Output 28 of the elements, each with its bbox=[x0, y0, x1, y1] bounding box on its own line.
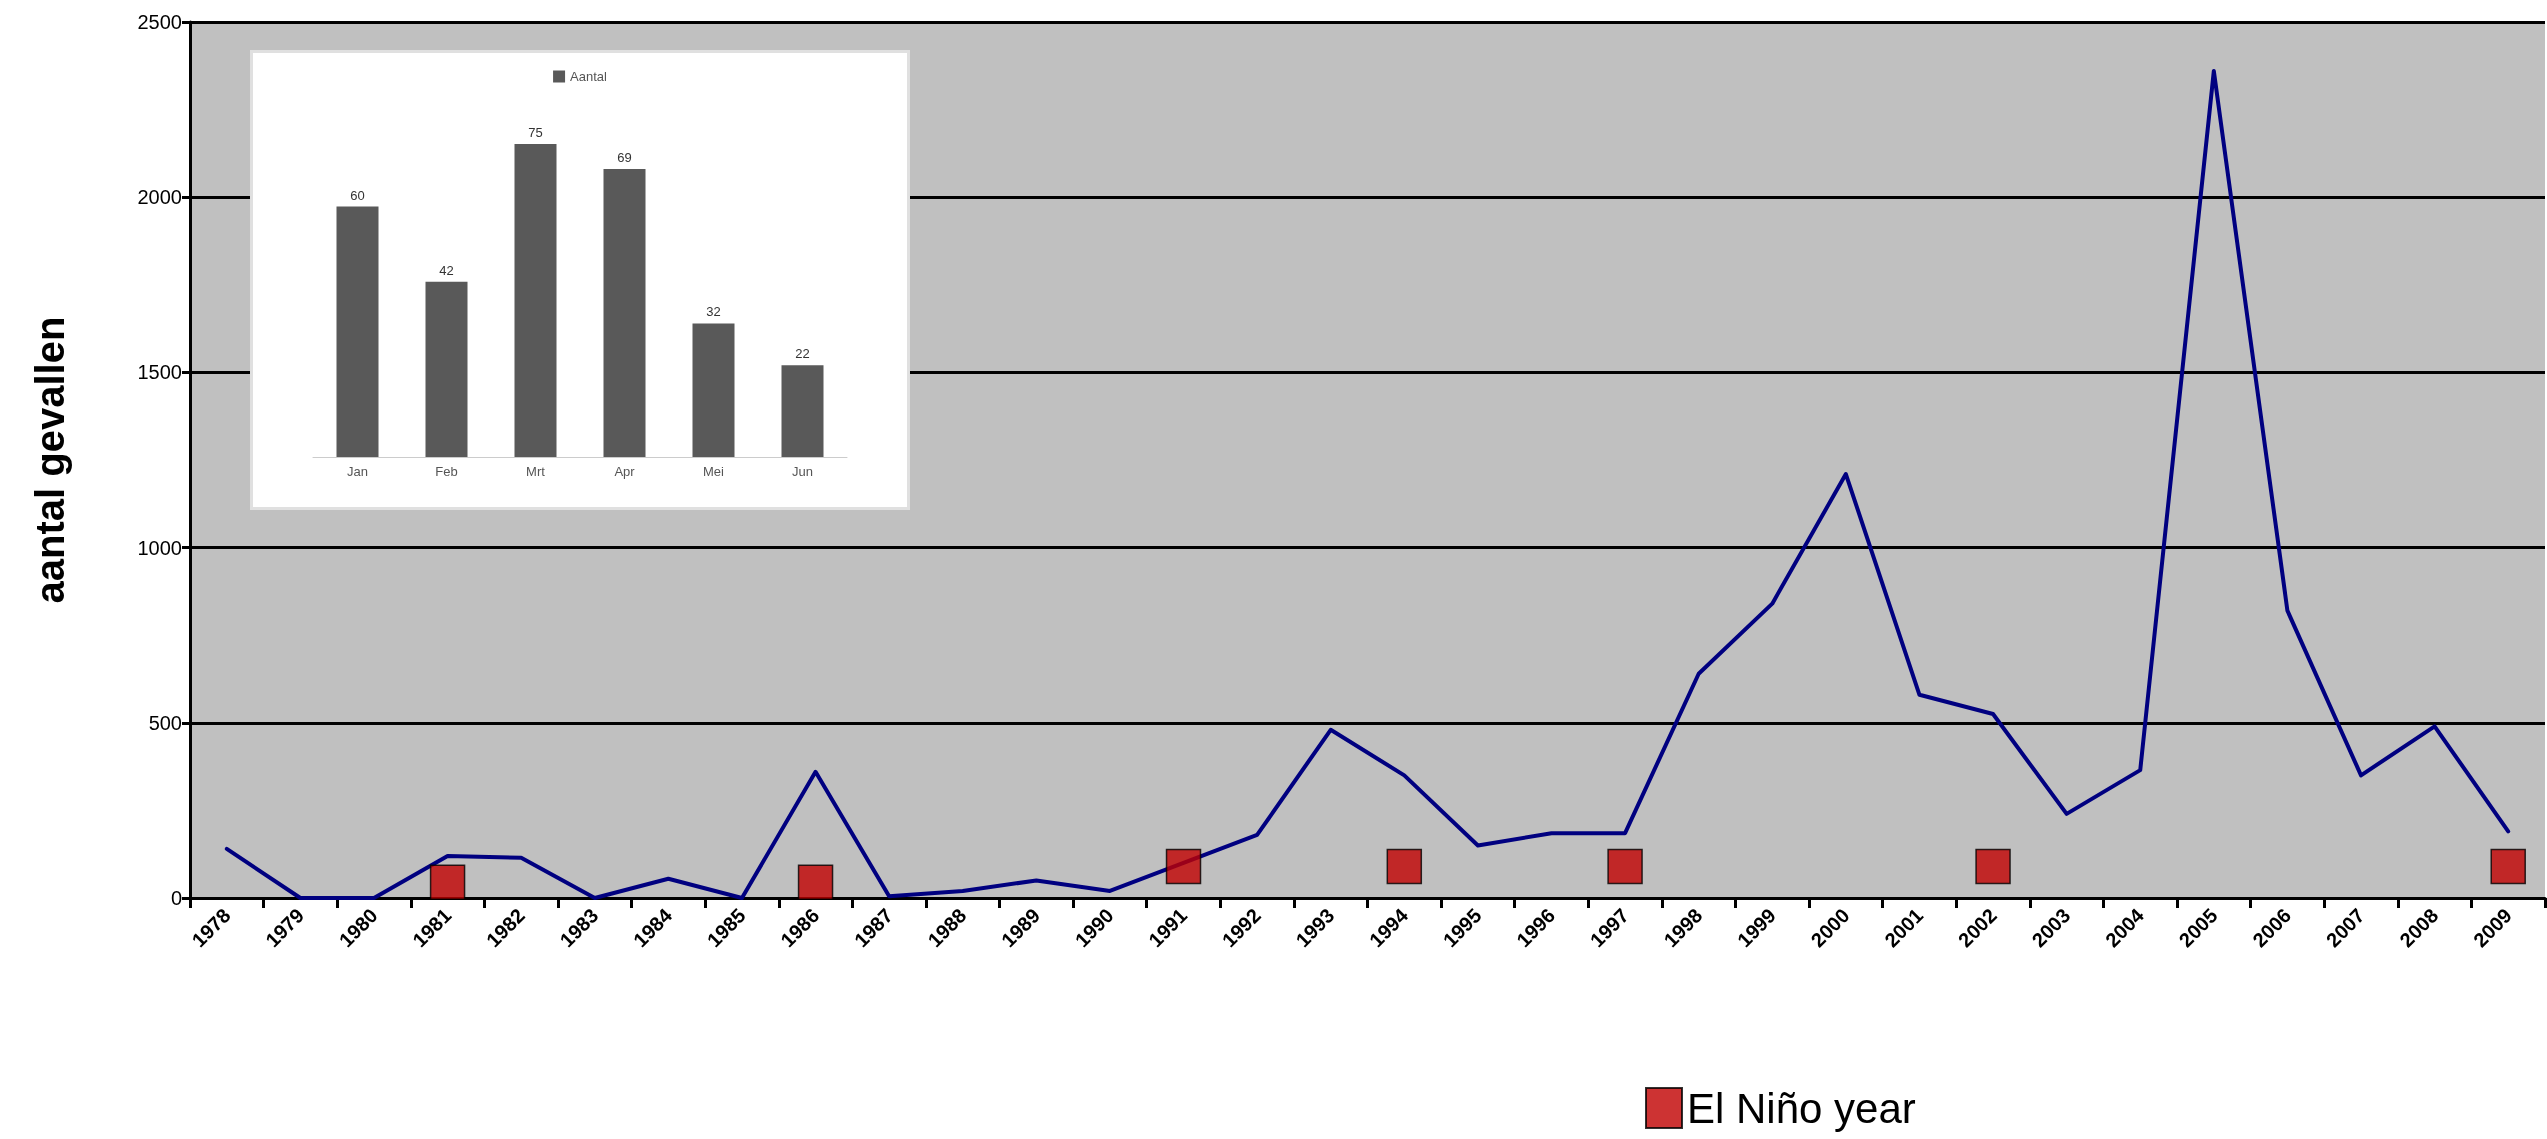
bar bbox=[692, 323, 735, 457]
y-tick-label: 0 bbox=[170, 887, 182, 909]
y-tick-label: 1500 bbox=[137, 361, 182, 384]
legend-label: El Niño year bbox=[1687, 1084, 1916, 1132]
y-tick-label: 500 bbox=[148, 711, 182, 734]
legend-label: Aantal bbox=[570, 69, 608, 84]
data-label: 32 bbox=[706, 304, 721, 320]
bar bbox=[781, 365, 824, 457]
x-tick-label: Jun bbox=[792, 464, 813, 479]
data-label: 60 bbox=[350, 187, 365, 203]
bar bbox=[603, 168, 646, 457]
x-tick-label: Mrt bbox=[526, 464, 546, 479]
y-tick-label: 1000 bbox=[137, 536, 182, 559]
y-tick-label: 2500 bbox=[137, 11, 182, 33]
line-series bbox=[224, 69, 2511, 900]
data-label: 75 bbox=[528, 124, 543, 140]
bar bbox=[336, 206, 379, 457]
data-label: 22 bbox=[795, 346, 810, 362]
y-tick-label: 2000 bbox=[137, 186, 182, 209]
bar bbox=[514, 143, 557, 457]
bar bbox=[425, 281, 468, 457]
x-tick-label: Jan bbox=[347, 464, 368, 479]
x-tick-label: Feb bbox=[435, 464, 458, 479]
x-tick-label: Apr bbox=[614, 464, 636, 479]
data-label: 42 bbox=[439, 262, 454, 278]
x-tick-label: Mei bbox=[703, 464, 725, 479]
data-label: 69 bbox=[617, 149, 632, 165]
y-axis-title: aantal gevallen bbox=[28, 316, 72, 604]
